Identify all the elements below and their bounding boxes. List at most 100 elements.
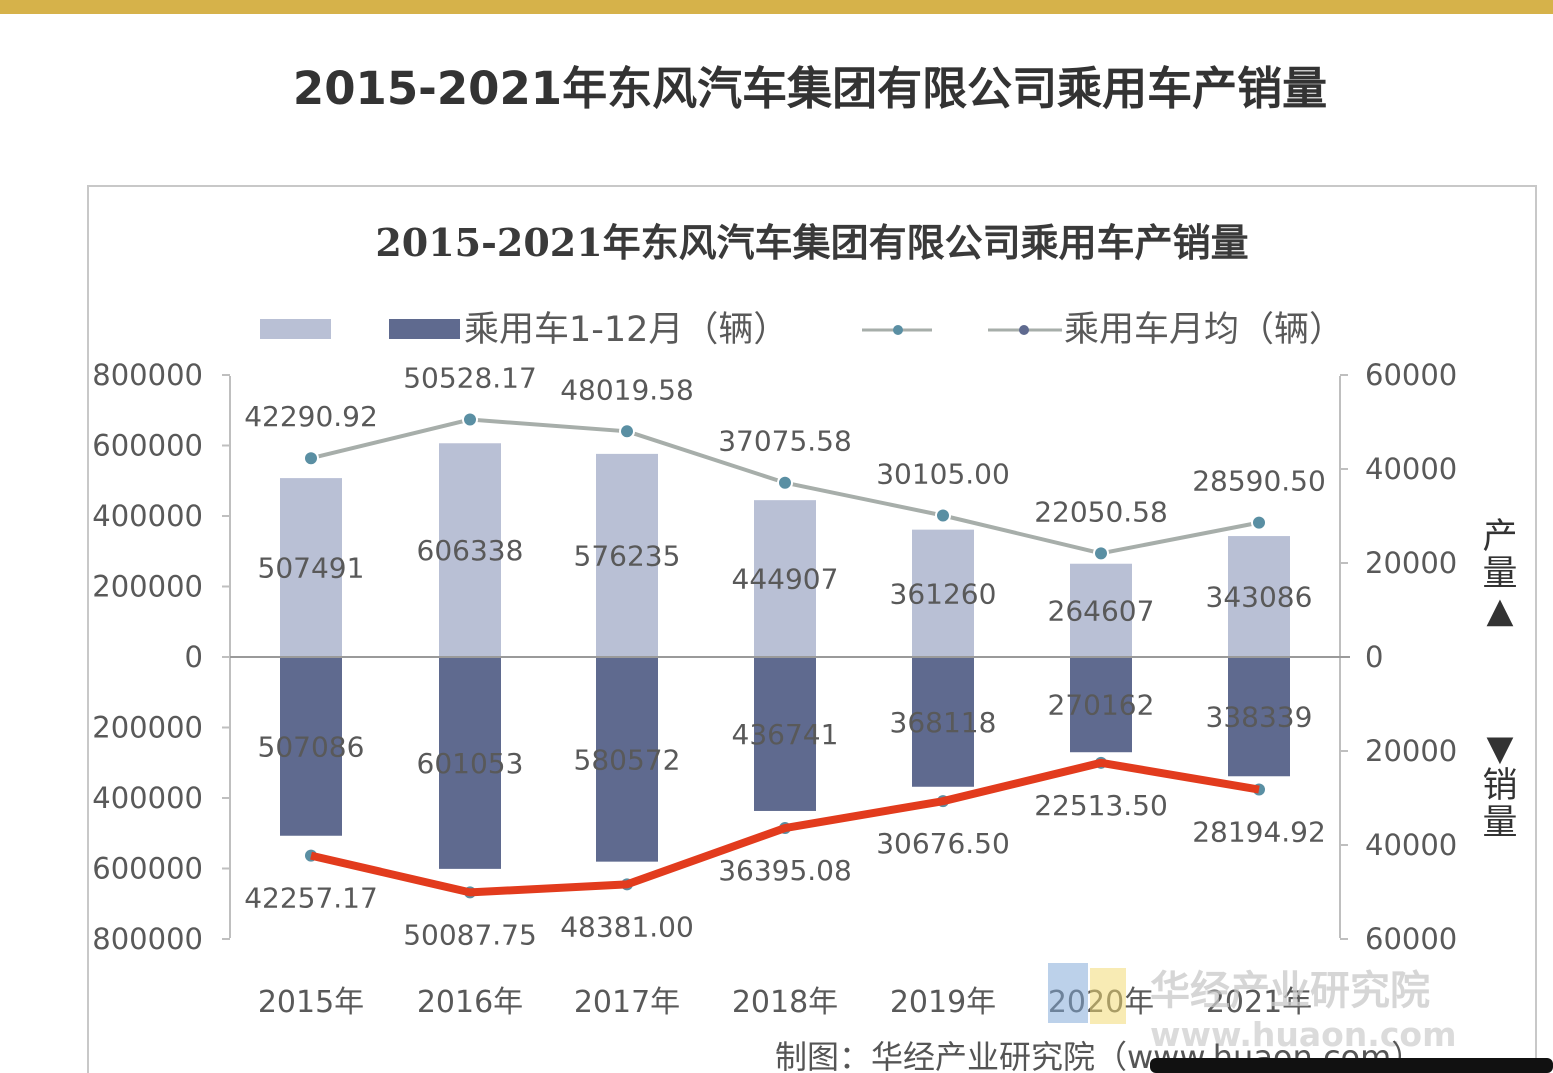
sales-bar-label: 507086 — [258, 730, 365, 763]
production-bar-label: 507491 — [258, 552, 365, 585]
right-axis-upper-char: 量 — [1482, 554, 1517, 594]
sales-bar — [280, 657, 342, 836]
watermark-logo-right — [1090, 968, 1126, 1024]
production-bar — [912, 529, 974, 657]
category-label: 2019年 — [890, 985, 996, 1020]
production-bar — [280, 478, 342, 657]
sales-bar-label: 368118 — [890, 706, 997, 739]
production-line-point — [619, 423, 635, 440]
sales-line-label: 50087.75 — [403, 918, 537, 951]
sales-monthly-line — [310, 758, 1260, 897]
production-line-label: 48019.58 — [560, 373, 694, 406]
right-tick-label: 20000 — [1365, 546, 1457, 580]
sales-bar-label: 338339 — [1206, 701, 1313, 734]
production-bar-label: 361260 — [890, 577, 997, 610]
right-tick-label: 40000 — [1365, 452, 1457, 486]
production-bar-label: 264607 — [1048, 594, 1155, 627]
sales-bar — [754, 657, 816, 811]
watermark-url: www.huaon.com — [1150, 1015, 1456, 1054]
production-line-point — [303, 450, 319, 467]
sales-bar — [1070, 657, 1132, 753]
production-line-label: 50528.17 — [403, 362, 537, 395]
sales-bar-label: 601053 — [417, 747, 524, 780]
sales-bar — [596, 657, 658, 862]
production-bar-label: 606338 — [417, 534, 524, 567]
production-line-point — [935, 507, 951, 524]
right-tick-label: 40000 — [1365, 828, 1457, 862]
left-tick-label: 800000 — [92, 922, 203, 956]
legend-production-marker — [893, 325, 903, 335]
production-line-label: 42290.92 — [244, 400, 378, 433]
category-label: 2018年 — [732, 985, 838, 1020]
left-tick-label: 0 — [185, 640, 203, 674]
production-line-point — [1093, 545, 1109, 562]
left-tick-label: 600000 — [92, 429, 203, 463]
watermark-name: 华经产业研究院 — [1150, 968, 1430, 1014]
sales-line-labels: 42257.17 50087.75 48381.00 36395.08 30676.50… — [244, 789, 1326, 952]
sales-bar-label: 436741 — [732, 718, 839, 751]
production-line-point — [777, 474, 793, 491]
category-labels: 2015年2016年2017年2018年2019年2020年2021年 — [258, 985, 1312, 1020]
category-label: 2016年 — [417, 985, 523, 1020]
right-tick-label: 60000 — [1365, 922, 1457, 956]
production-line-label: 28590.50 — [1192, 465, 1326, 498]
left-tick-label: 800000 — [92, 358, 203, 392]
production-bars — [280, 443, 1290, 657]
top-accent-strip — [0, 0, 1553, 14]
sales-bar — [439, 657, 501, 869]
production-line-point — [1251, 514, 1267, 531]
sales-line-label: 22513.50 — [1034, 789, 1168, 822]
production-bar-label: 576235 — [574, 539, 681, 572]
sales-bar-labels: 507086 601053 580572 436741 368118 270162 3383… — [258, 689, 1313, 780]
right-tick-label: 60000 — [1365, 358, 1457, 392]
production-bar — [1228, 536, 1290, 657]
sales-bar-label: 270162 — [1048, 689, 1155, 722]
sales-bar — [1228, 657, 1290, 777]
legend-line-label: 乘用车月均（辆） — [1064, 310, 1344, 350]
sales-line-label: 36395.08 — [718, 854, 852, 887]
legend-sales-bar-swatch — [389, 319, 460, 339]
screen-overlay — [1150, 1058, 1553, 1073]
legend-bar-label: 乘用车1-12月（辆） — [464, 310, 788, 350]
right-axis-sales-label: ▼销量 — [1482, 729, 1517, 843]
sales-line-label: 42257.17 — [244, 882, 378, 915]
left-tick-label: 600000 — [92, 852, 203, 886]
right-tick-label: 20000 — [1365, 734, 1457, 768]
production-bar — [439, 443, 501, 657]
category-label: 2015年 — [258, 985, 364, 1020]
production-bar — [596, 453, 658, 657]
production-bar — [754, 500, 816, 657]
production-line-label: 37075.58 — [718, 425, 852, 458]
left-tick-label: 400000 — [92, 499, 203, 533]
page-title: 2015-2021年东风汽车集团有限公司乘用车产销量 — [292, 62, 1328, 115]
left-tick-label: 200000 — [92, 570, 203, 604]
sales-bar-label: 580572 — [574, 743, 681, 776]
left-axis-ticks: 800000 600000 400000 200000 0 200000 400000 600… — [92, 358, 230, 956]
right-axis-lower-char: 销 — [1482, 766, 1517, 806]
left-tick-label: 400000 — [92, 781, 203, 815]
production-line-label: 22050.58 — [1034, 495, 1168, 528]
right-axis-production-label: 产量▲ — [1482, 517, 1517, 631]
right-axis-ticks: 60000 40000 20000 0 20000 40000 60000 — [1340, 358, 1457, 956]
production-bar-label: 444907 — [732, 563, 839, 596]
sales-line-label: 48381.00 — [560, 910, 694, 943]
category-label: 2021年 — [1206, 985, 1312, 1020]
category-label: 2017年 — [574, 985, 680, 1020]
right-axis-upper-char: ▲ — [1487, 591, 1514, 631]
production-bar-label: 343086 — [1206, 581, 1313, 614]
right-tick-label: 0 — [1365, 640, 1383, 674]
production-bar-labels: 507491 606338 576235 444907 361260 264607 3430… — [258, 534, 1313, 627]
production-line-points — [303, 411, 1267, 562]
sales-bar — [912, 657, 974, 787]
sales-line-label: 28194.92 — [1192, 816, 1326, 849]
production-line-point — [462, 411, 478, 428]
right-axis-lower-char: ▼ — [1487, 729, 1514, 769]
right-axis-upper-char: 产 — [1482, 517, 1517, 557]
chart-title: 2015-2021年东风汽车集团有限公司乘用车产销量 — [375, 220, 1248, 265]
legend-production-bar-swatch — [260, 319, 331, 339]
watermark-logo-left — [1048, 963, 1088, 1023]
production-line-label: 30105.00 — [876, 458, 1010, 491]
legend: 乘用车1-12月（辆） 乘用车月均（辆） — [260, 310, 1344, 350]
legend-sales-marker — [1019, 325, 1029, 335]
